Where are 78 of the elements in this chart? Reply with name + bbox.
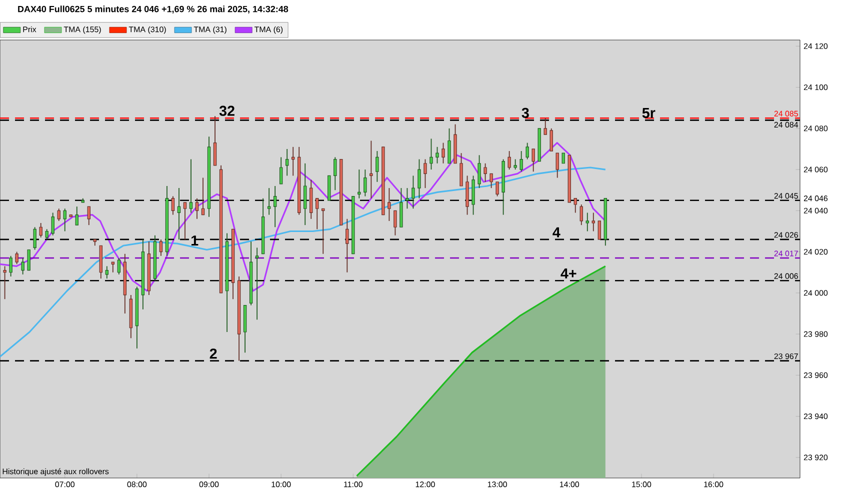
candlestick — [267, 188, 271, 216]
candlestick — [189, 158, 193, 214]
line-series — [0, 142, 606, 292]
candlestick — [322, 208, 325, 254]
candlestick — [273, 186, 277, 228]
candlestick — [334, 156, 337, 191]
candlestick — [580, 204, 583, 226]
candlestick — [532, 148, 535, 172]
candlestick — [75, 206, 78, 226]
candlestick — [496, 181, 499, 197]
annotation: 5r — [642, 108, 656, 118]
candlestick — [111, 262, 115, 273]
candlestick — [15, 251, 18, 265]
candlestick — [418, 158, 421, 199]
annotation: 2 — [210, 348, 217, 359]
candlestick — [550, 128, 553, 152]
candlestick — [412, 175, 415, 210]
candlestick — [388, 188, 391, 222]
candlestick — [586, 212, 589, 232]
candlestick — [45, 228, 48, 240]
candlestick — [544, 118, 547, 136]
candlestick — [478, 154, 481, 189]
candlestick — [27, 249, 30, 271]
candlestick — [598, 220, 602, 240]
annotation: 3 — [522, 108, 529, 118]
candlestick — [484, 162, 487, 182]
candlestick — [304, 162, 307, 226]
annotation: 1 — [192, 236, 198, 246]
candlestick — [370, 140, 373, 199]
candlestick — [424, 158, 427, 189]
candlestick — [255, 247, 259, 320]
candlestick — [526, 142, 529, 160]
candlestick — [442, 142, 445, 164]
candlestick — [292, 146, 295, 176]
candlestick — [520, 150, 523, 172]
candlestick — [460, 152, 463, 186]
candlestick — [21, 258, 24, 275]
candlestick — [514, 158, 517, 170]
candlestick — [562, 152, 565, 164]
candlestick — [117, 258, 121, 275]
candlestick — [63, 208, 66, 232]
candlestick — [592, 212, 595, 232]
candlestick — [430, 138, 433, 170]
candlestick — [364, 169, 367, 197]
candlestick — [177, 188, 181, 240]
candlestick — [39, 222, 42, 238]
candlestick — [195, 198, 199, 220]
candlestick — [105, 266, 109, 279]
candlestick — [213, 116, 217, 166]
candlestick — [436, 146, 439, 164]
candlestick — [285, 148, 289, 176]
candlestick — [316, 198, 319, 230]
candlestick — [508, 150, 511, 170]
annotation: 4 — [552, 227, 560, 238]
candlestick — [346, 218, 349, 273]
candlestick — [201, 177, 205, 216]
candlestick — [556, 152, 559, 178]
candlestick — [394, 210, 397, 236]
candlestick — [33, 226, 36, 250]
annotation: 32 — [219, 106, 234, 116]
candlestick — [448, 128, 451, 164]
annotation: 4+ — [560, 268, 576, 278]
candlestick — [376, 150, 379, 182]
line-series — [0, 166, 606, 358]
candlestick — [406, 188, 409, 210]
candlestick — [358, 169, 361, 199]
candlestick — [87, 206, 90, 226]
candlestick — [574, 198, 577, 214]
chart-title: DAX40 Full0625 5 minutes 24 046 +1,69 % 26 mai 2025, 14:32:48 — [18, 6, 288, 14]
candlestick — [9, 255, 12, 277]
candlestick — [159, 239, 163, 256]
candlestick — [51, 212, 54, 236]
candlestick — [279, 156, 283, 184]
candlestick — [57, 208, 60, 222]
candlestick — [3, 266, 6, 300]
candlestick — [183, 202, 187, 240]
candlestick — [490, 173, 493, 189]
candlestick — [171, 196, 175, 216]
